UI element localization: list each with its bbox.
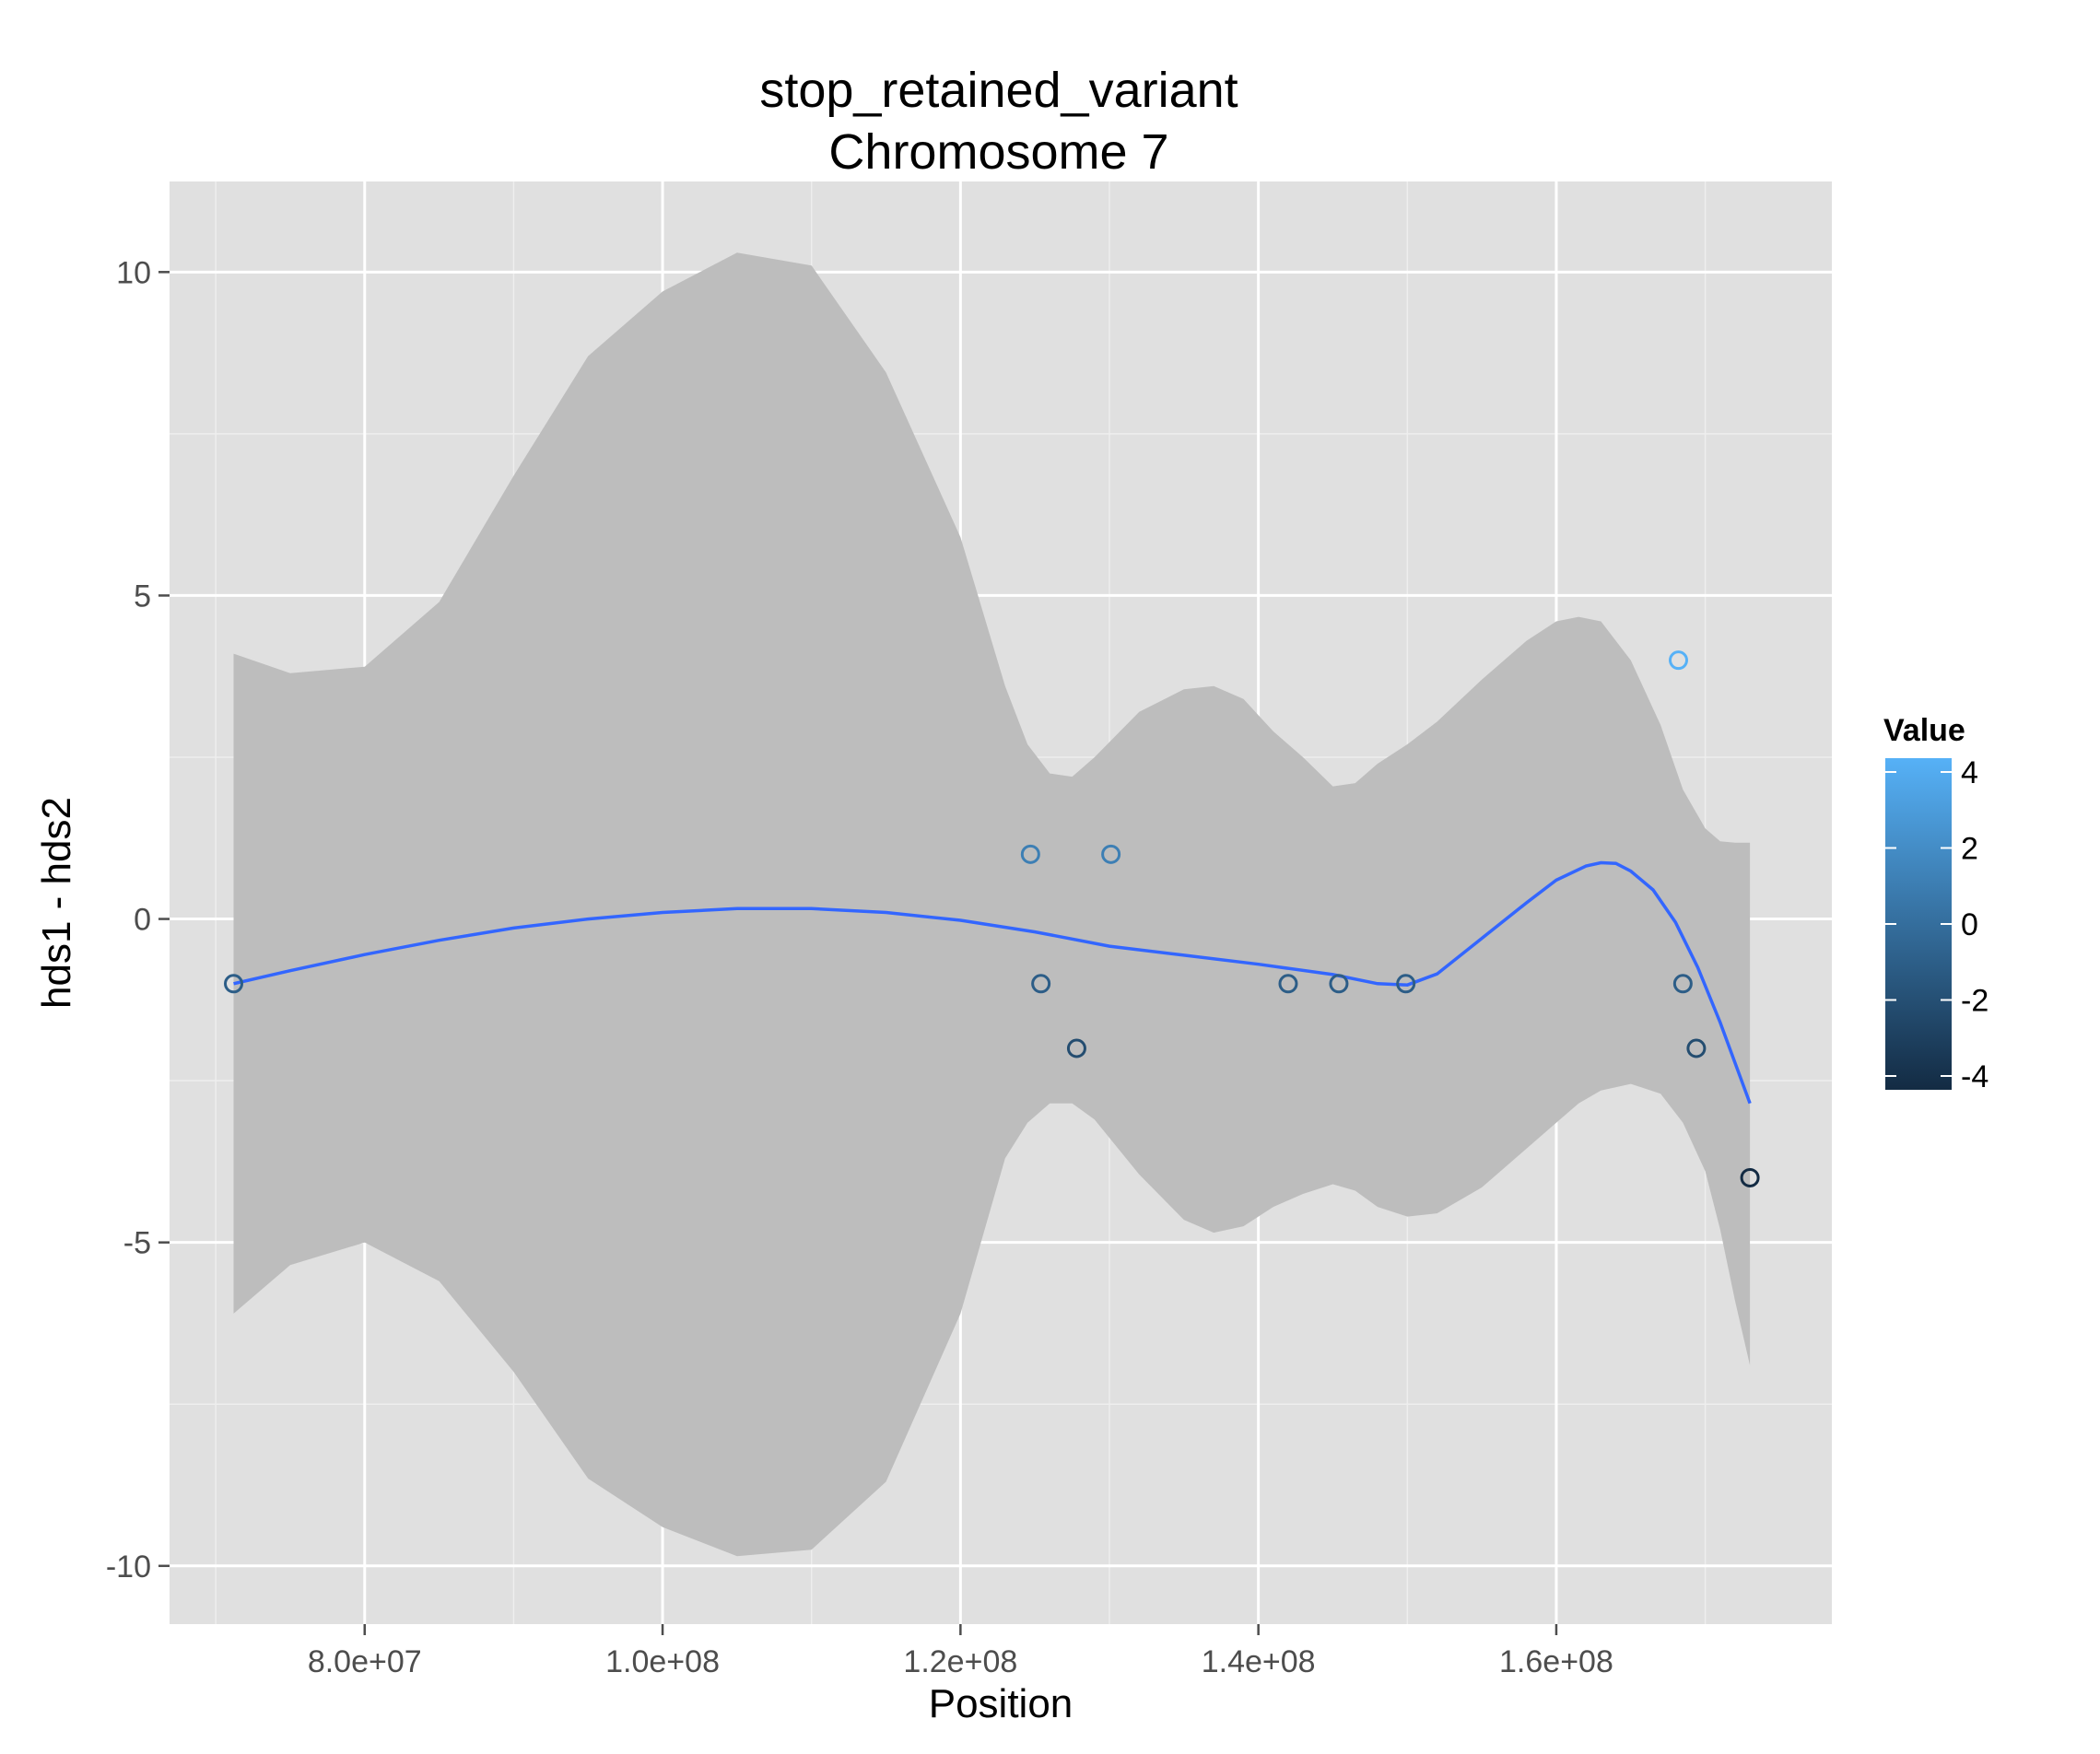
y-tick-label: 0 bbox=[134, 903, 151, 938]
x-tick-label: 8.0e+07 bbox=[308, 1644, 422, 1679]
data-point bbox=[1686, 1038, 1707, 1058]
data-point bbox=[1329, 974, 1349, 994]
y-axis: -10 -5 0 5 10 bbox=[106, 255, 170, 1584]
x-tick-label: 1.6e+08 bbox=[1499, 1644, 1613, 1679]
data-point bbox=[1672, 974, 1693, 994]
legend-tick-label: 2 bbox=[1961, 832, 1978, 867]
x-axis-title: Position bbox=[929, 1681, 1073, 1726]
legend-ticks: 4 2 0 -2 -4 bbox=[1885, 755, 1989, 1094]
x-axis: 8.0e+07 1.0e+08 1.2e+08 1.4e+08 1.6e+08 bbox=[308, 1624, 1613, 1679]
data-point bbox=[1396, 974, 1416, 994]
color-legend: Value 4 2 0 -2 -4 bbox=[1883, 713, 1989, 1094]
legend-tick-label: 0 bbox=[1961, 907, 1978, 942]
y-axis-title: hds1 - hds2 bbox=[34, 797, 79, 1009]
data-point bbox=[1669, 650, 1689, 671]
scatter-points bbox=[224, 650, 1760, 1187]
data-point bbox=[1031, 974, 1051, 994]
data-point bbox=[1740, 1167, 1760, 1187]
y-tick-label: 10 bbox=[116, 255, 151, 290]
legend-title: Value bbox=[1883, 713, 1965, 748]
data-point bbox=[1101, 844, 1121, 864]
data-point bbox=[1066, 1038, 1086, 1058]
legend-tick-label: -4 bbox=[1961, 1059, 1989, 1094]
chart-title-line1: stop_retained_variant bbox=[759, 63, 1238, 118]
chart-title-line2: Chromosome 7 bbox=[828, 124, 1168, 180]
y-tick-label: 5 bbox=[134, 579, 151, 614]
data-point bbox=[1278, 974, 1298, 994]
data-point bbox=[224, 974, 244, 994]
confidence-band bbox=[233, 252, 1751, 1557]
x-tick-label: 1.2e+08 bbox=[903, 1644, 1017, 1679]
legend-tick-label: 4 bbox=[1961, 755, 1978, 790]
x-tick-label: 1.4e+08 bbox=[1202, 1644, 1316, 1679]
data-point bbox=[1020, 844, 1040, 864]
y-tick-label: -10 bbox=[106, 1549, 151, 1584]
y-tick-label: -5 bbox=[123, 1226, 151, 1261]
legend-tick-label: -2 bbox=[1961, 984, 1989, 1019]
x-tick-label: 1.0e+08 bbox=[605, 1644, 720, 1679]
smooth-trend-line bbox=[233, 860, 1752, 1105]
